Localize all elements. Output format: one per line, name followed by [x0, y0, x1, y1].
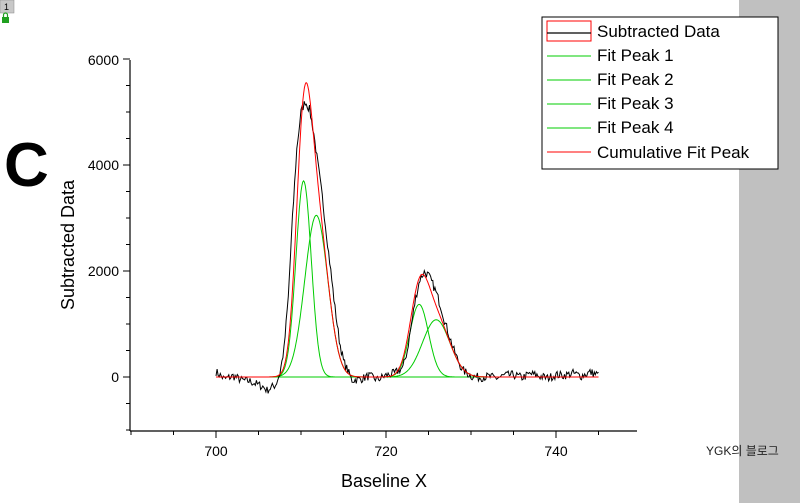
- y-axis-title: Subtracted Data: [58, 179, 78, 310]
- watermark: YGK의 블로그: [706, 444, 779, 458]
- x-tick-label: 700: [204, 443, 228, 459]
- legend-label-cumulative-fit-peak: Cumulative Fit Peak: [597, 143, 750, 162]
- legend-label-subtracted-data: Subtracted Data: [597, 22, 720, 41]
- layer-number: 1: [4, 2, 9, 12]
- legend-label-fit-peak-1: Fit Peak 1: [597, 46, 674, 65]
- subtracted-data-line: [215, 101, 599, 394]
- legend-label-fit-peak-2: Fit Peak 2: [597, 70, 674, 89]
- x-tick-label: 720: [374, 443, 398, 459]
- legend-label-fit-peak-4: Fit Peak 4: [597, 118, 674, 137]
- lock-icon[interactable]: [2, 12, 9, 23]
- legend-swatch-subtracted-data: [546, 20, 592, 42]
- legend[interactable]: Subtracted Data Fit Peak 1 Fit Peak 2 Fi…: [541, 16, 779, 170]
- fit-peak-4-line: [216, 319, 599, 378]
- axis-ticks: [123, 58, 599, 438]
- y-tick-label: 6000: [88, 52, 119, 68]
- x-axis-title: Baseline X: [341, 471, 427, 491]
- panel-label: C: [4, 131, 49, 200]
- y-tick-label: 4000: [88, 157, 119, 173]
- x-tick-label: 740: [544, 443, 568, 459]
- legend-label-fit-peak-3: Fit Peak 3: [597, 94, 674, 113]
- cumulative-fit-line: [216, 81, 599, 378]
- y-tick-label: 2000: [88, 263, 119, 279]
- legend-box: [541, 16, 779, 170]
- plot-area: [215, 81, 599, 394]
- y-tick-label: 0: [111, 369, 119, 385]
- fit-peak-1-line: [216, 180, 599, 378]
